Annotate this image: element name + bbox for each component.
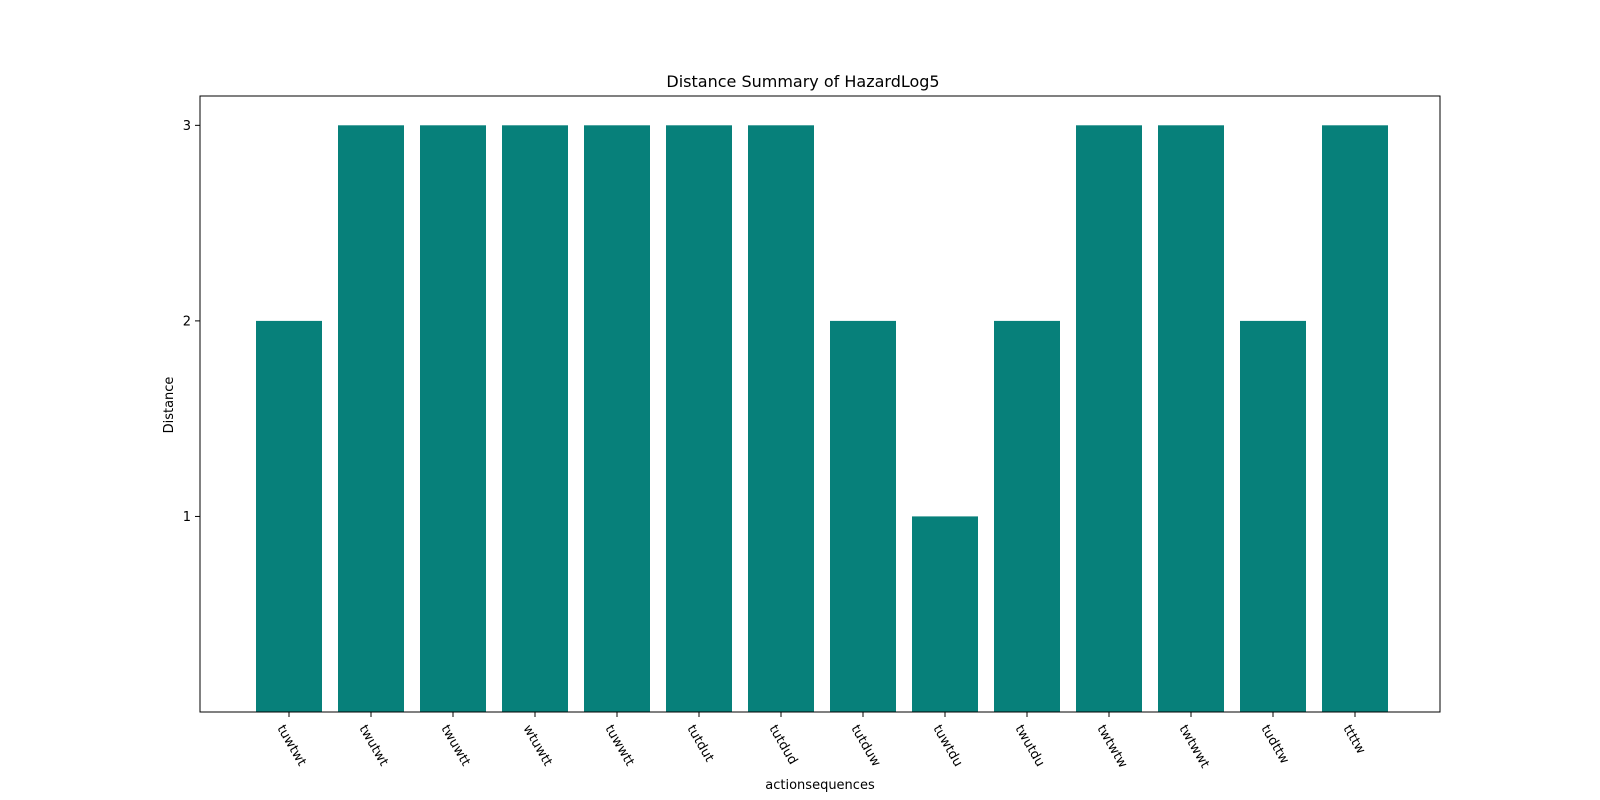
- bar-tuwtwt: [256, 320, 322, 712]
- bar-tudttw: [1240, 320, 1306, 712]
- x-tick-label: tutdut: [684, 723, 717, 765]
- x-tick-label: tutdud: [766, 723, 801, 768]
- x-tick-label: tuwtdu: [930, 723, 966, 770]
- chart-title: Distance Summary of HazardLog5: [666, 72, 939, 91]
- x-tick-label: ttttw: [1340, 723, 1369, 758]
- bar-twutwt: [338, 125, 404, 713]
- x-tick-label: twuwtt: [438, 723, 473, 769]
- x-tick-label: twutdu: [1012, 723, 1048, 770]
- x-tick-label: twutwt: [356, 723, 391, 769]
- bar-tuwtdu: [912, 516, 978, 712]
- x-tick-label: twtwtw: [1094, 723, 1131, 772]
- x-tick-label: tuwtwt: [274, 723, 309, 769]
- x-axis-label: actionsequences: [765, 778, 875, 793]
- x-tick-label: tutduw: [848, 723, 884, 770]
- x-tick-label: wtuwtt: [520, 723, 555, 769]
- bar-twutdu: [994, 320, 1060, 712]
- bar-tuwwtt: [584, 125, 650, 713]
- bar-twuwtt: [420, 125, 486, 713]
- x-axis-ticks: tuwtwt twutwt twuwtt wtuwtt tuwwtt tutdut tutd…: [274, 712, 1369, 772]
- x-tick-label: twtwwt: [1176, 723, 1213, 771]
- bar-tutduw: [830, 320, 896, 712]
- x-tick-label: tudttw: [1258, 723, 1292, 768]
- plot-frame: [199, 95, 1441, 713]
- bar-tutdut: [666, 125, 732, 713]
- y-tick-label: 2: [183, 314, 191, 329]
- y-axis-label: Distance: [162, 377, 177, 434]
- y-axis-ticks: 1 2 3: [183, 119, 200, 525]
- x-tick-label: tuwwtt: [602, 723, 637, 769]
- y-tick-label: 3: [183, 119, 191, 134]
- bar-twtwwt: [1158, 125, 1224, 713]
- bar-ttttw: [1322, 125, 1388, 713]
- y-tick-label: 1: [183, 510, 191, 525]
- bar-tutdud: [748, 125, 814, 713]
- bar-twtwtw: [1076, 125, 1142, 713]
- bar-wtuwtt: [502, 125, 568, 713]
- bars-group: [256, 125, 1388, 713]
